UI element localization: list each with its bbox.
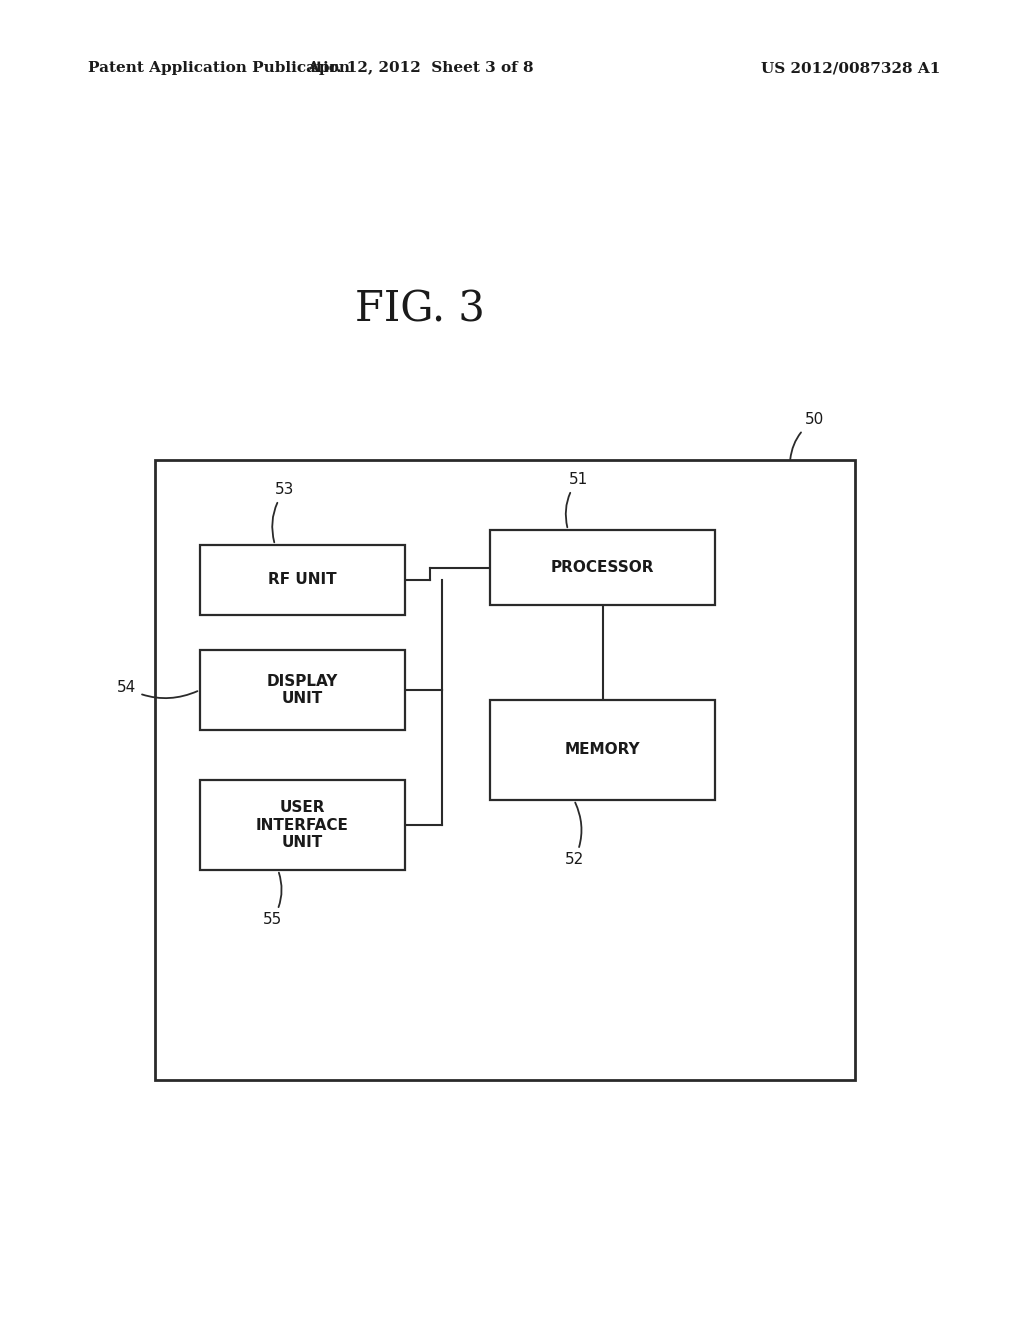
Text: USER
INTERFACE
UNIT: USER INTERFACE UNIT <box>256 800 349 850</box>
Text: MEMORY: MEMORY <box>564 742 640 758</box>
Bar <box>490 700 715 800</box>
Bar <box>200 545 406 615</box>
Bar <box>155 459 855 1080</box>
Text: Apr. 12, 2012  Sheet 3 of 8: Apr. 12, 2012 Sheet 3 of 8 <box>306 61 534 75</box>
Bar <box>490 531 715 605</box>
Bar <box>200 649 406 730</box>
Text: 51: 51 <box>565 473 588 527</box>
Text: PROCESSOR: PROCESSOR <box>551 560 654 576</box>
Text: FIG. 3: FIG. 3 <box>355 289 485 331</box>
Text: 55: 55 <box>262 873 282 928</box>
Text: 50: 50 <box>791 412 824 459</box>
Bar <box>200 780 406 870</box>
Text: 52: 52 <box>564 803 584 867</box>
Text: DISPLAY
UNIT: DISPLAY UNIT <box>267 673 338 706</box>
Text: Patent Application Publication: Patent Application Publication <box>88 61 350 75</box>
Text: 54: 54 <box>118 681 198 698</box>
Text: 53: 53 <box>272 483 295 543</box>
Text: RF UNIT: RF UNIT <box>268 573 337 587</box>
Text: US 2012/0087328 A1: US 2012/0087328 A1 <box>761 61 940 75</box>
